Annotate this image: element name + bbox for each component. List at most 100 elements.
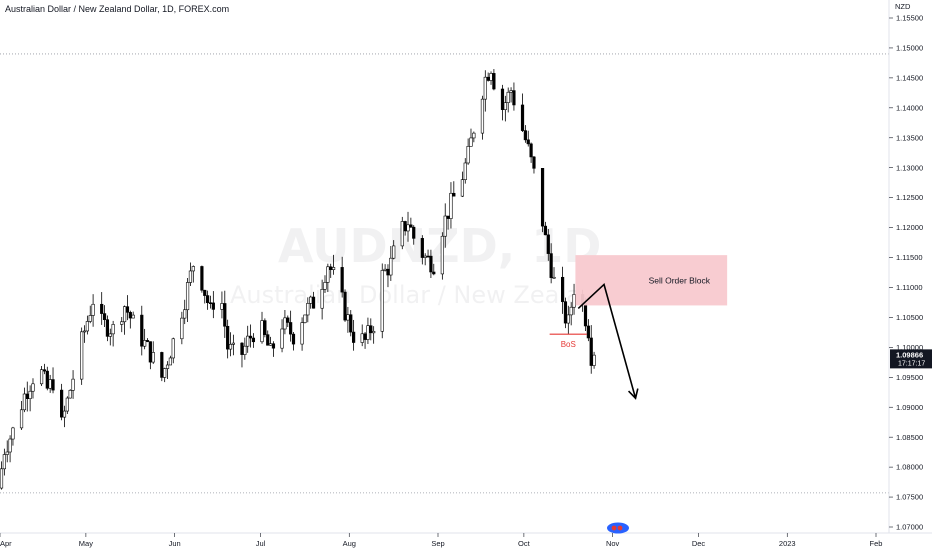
candle-body xyxy=(409,224,413,228)
candle-body xyxy=(549,253,553,278)
candle-body xyxy=(589,337,593,366)
y-tick-label: 1.11500 xyxy=(896,253,923,262)
candle-body xyxy=(383,268,387,271)
projection-arrow-head xyxy=(627,388,639,400)
candle-body xyxy=(128,312,132,319)
x-tick-label: Feb xyxy=(870,539,883,548)
candle-body xyxy=(223,303,227,327)
candle-body xyxy=(369,325,373,334)
candle-body xyxy=(552,276,556,279)
candle-body xyxy=(251,337,256,343)
candle-body xyxy=(145,340,150,342)
candle-body xyxy=(349,314,353,333)
candle-body xyxy=(466,146,470,164)
candle-body xyxy=(343,291,347,321)
candle-body xyxy=(443,215,447,237)
candle-body xyxy=(563,301,568,324)
candle-body xyxy=(240,342,244,355)
dotted-levels xyxy=(0,53,889,494)
price-axis[interactable]: 1.15500 1.15000 1.14500 1.14000 1.13500 1.130… xyxy=(889,14,923,532)
candle-body xyxy=(492,73,496,90)
candle-body xyxy=(25,393,29,400)
candle-body xyxy=(352,331,356,343)
y-tick-label: 1.09000 xyxy=(896,403,923,412)
candle-body xyxy=(300,322,304,345)
candle-body xyxy=(480,98,485,134)
tradingview-logo[interactable] xyxy=(607,522,629,534)
candle-body xyxy=(148,341,152,363)
candle-body xyxy=(111,324,115,335)
candle-body xyxy=(529,143,533,158)
candle-body xyxy=(180,317,184,340)
candle-body xyxy=(151,352,155,363)
candle-body xyxy=(326,266,330,283)
candle-body xyxy=(85,321,89,332)
time-axis[interactable]: Apr May Jun Jul Aug Sep Oct Nov Dec 2023 Feb xyxy=(0,533,882,548)
candle-body xyxy=(246,335,250,347)
candle-body xyxy=(120,321,124,325)
candle-body xyxy=(486,76,490,81)
y-tick-label: 1.13000 xyxy=(896,163,923,172)
candle-body xyxy=(143,340,147,347)
candle-body xyxy=(363,333,367,340)
candle-body xyxy=(168,357,173,366)
candle-body xyxy=(340,267,344,293)
bos-label: BoS xyxy=(561,340,576,349)
candle-body xyxy=(452,192,456,197)
candle-body xyxy=(560,276,565,302)
candle-body xyxy=(469,137,473,147)
candle-body xyxy=(463,162,467,180)
candle-body xyxy=(108,333,112,337)
candle-body xyxy=(88,315,92,322)
candle-body xyxy=(572,294,576,308)
y-tick-label: 1.15000 xyxy=(896,44,923,53)
candle-body xyxy=(306,303,310,316)
candle-body xyxy=(248,335,253,339)
last-price-value: 1.09866 xyxy=(896,350,923,359)
projection-arrow-path[interactable] xyxy=(577,282,637,399)
candles xyxy=(0,69,596,490)
x-tick-label: Nov xyxy=(606,539,620,548)
candle-body xyxy=(266,334,270,346)
candle-body xyxy=(532,156,536,169)
sell-order-block-label: Sell Order Block xyxy=(649,275,711,285)
candle-body xyxy=(440,235,444,275)
candle-body xyxy=(472,132,476,139)
candle-body xyxy=(102,313,107,321)
y-tick-label: 1.10000 xyxy=(896,343,923,352)
sell-order-block-zone[interactable] xyxy=(575,255,728,306)
price-axis-background xyxy=(889,0,932,550)
candle-body xyxy=(231,342,235,345)
candle-body xyxy=(483,76,487,100)
logo-dot-left xyxy=(611,525,617,531)
candle-body xyxy=(19,409,24,429)
candle-body xyxy=(203,289,207,296)
candle-body xyxy=(509,90,513,93)
x-tick-label: Jun xyxy=(169,539,181,548)
candle-body xyxy=(271,343,276,349)
currency-label: NZD xyxy=(895,2,911,11)
candle-body xyxy=(446,215,450,219)
candle-body xyxy=(329,266,333,270)
candle-body xyxy=(28,390,32,400)
candle-body xyxy=(5,451,9,455)
y-tick-label: 1.12000 xyxy=(896,223,923,232)
candle-body xyxy=(51,379,55,391)
candle-body xyxy=(65,397,69,412)
candle-body xyxy=(412,226,416,239)
candle-body xyxy=(39,369,44,385)
candle-body xyxy=(592,354,596,366)
candle-body xyxy=(263,320,267,335)
candle-body xyxy=(280,328,284,349)
candle-body xyxy=(283,317,287,330)
y-tick-label: 1.09500 xyxy=(896,373,923,382)
x-tick-label: Jul xyxy=(256,539,266,548)
candle-body xyxy=(420,238,424,258)
candle-body xyxy=(489,73,493,81)
candle-body xyxy=(520,104,525,131)
candle-body xyxy=(309,296,313,304)
candle-body xyxy=(171,338,175,359)
